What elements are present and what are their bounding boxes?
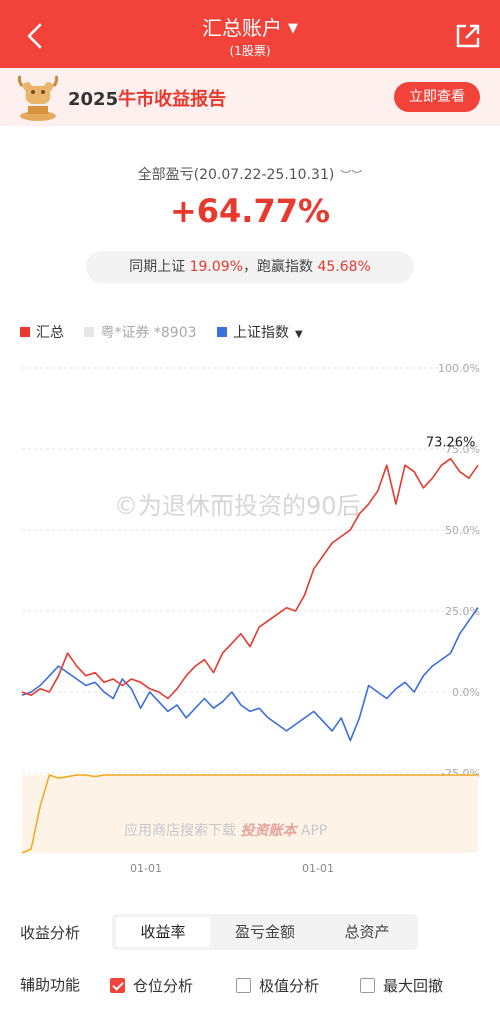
legend-item-account[interactable]: 粤*证券 *8903 (84, 322, 197, 342)
x-tick-label: 01-01 (130, 862, 162, 875)
legend-label: 汇总 (36, 325, 64, 341)
legend-swatch (217, 327, 227, 337)
total-pl-period: 全部盈亏(20.07.22-25.10.31) (137, 167, 335, 183)
compare-prefix: 同期上证 (129, 259, 186, 275)
banner-text: 牛市收益报告 (118, 89, 227, 110)
app-watermark-prefix: 应用商店搜索下载 (124, 823, 236, 839)
dropdown-caret-icon: ▼ (295, 329, 303, 340)
y-tick-label: 100.0% (438, 362, 480, 375)
y-tick-label: 25.0% (445, 605, 480, 618)
x-tick-label: 01-01 (302, 862, 334, 875)
legend-item-total[interactable]: 汇总 (20, 322, 64, 342)
y-tick-label: 50.0% (445, 524, 480, 537)
beat-index-value: 45.68% (317, 259, 371, 275)
checkbox-unchecked (360, 978, 375, 993)
checkbox-label: 仓位分析 (133, 977, 194, 995)
author-watermark: ©为退休而投资的90后 (114, 492, 361, 520)
max-drawdown-checkbox[interactable]: 最大回撤 (360, 975, 443, 996)
checkbox-checked (110, 978, 125, 993)
account-subtitle: (1股票) (229, 44, 271, 58)
sh-index-value: 19.09% (189, 259, 243, 275)
legend-label: 上证指数 (233, 325, 289, 341)
comparison-pill: 同期上证 19.09%，跑赢指数 45.68% (86, 251, 414, 283)
tab-return-rate[interactable]: 收益率 (116, 917, 210, 947)
bull-trophy-icon (17, 75, 59, 121)
legend-label: 粤*证券 *8903 (100, 325, 197, 341)
app-watermark: 应用商店搜索下载 投资账本 APP (124, 820, 327, 840)
analysis-tabs: 收益率 盈亏金额 总资产 (112, 914, 418, 950)
position-analysis-checkbox[interactable]: 仓位分析 (110, 975, 193, 996)
peak-annotation: 73.26% (426, 436, 476, 451)
total-return-line (21, 457, 479, 700)
banner-year: 2025 (68, 89, 119, 110)
y-tick-label: 0.0% (452, 686, 480, 699)
legend-swatch (84, 327, 95, 337)
back-arrow-icon[interactable] (22, 22, 50, 50)
legend-swatch (20, 327, 30, 337)
checkbox-label: 极值分析 (259, 977, 320, 995)
hide-eye-icon[interactable]: ︶︶ (340, 169, 363, 182)
banner-title: 2025牛市收益报告 (68, 85, 226, 111)
aux-label: 辅助功能 (20, 976, 81, 994)
return-chart[interactable]: 100.0%75.0%50.0%25.0%0.0%-25.0%73.26% (0, 355, 500, 885)
account-title-text: 汇总账户 (202, 16, 282, 40)
share-icon[interactable] (454, 22, 482, 50)
total-pl-value: +64.77% (169, 192, 331, 230)
position-line (21, 774, 478, 854)
account-title[interactable]: 汇总账户 ▼ (0, 12, 500, 41)
tab-pl-amount[interactable]: 盈亏金额 (234, 923, 295, 941)
chart-legend: 汇总 粤*证券 *8903 上证指数 ▼ (20, 322, 319, 342)
checkbox-label: 最大回撤 (383, 977, 444, 995)
view-now-button[interactable]: 立即查看 (394, 82, 480, 112)
compare-mid: ，跑赢指数 (243, 259, 313, 275)
dropdown-caret-icon: ▼ (288, 21, 298, 36)
y-tick-label: 75.0% (445, 443, 480, 456)
bull-report-banner[interactable]: 2025牛市收益报告 立即查看 (0, 68, 500, 126)
app-header: 汇总账户 ▼ (1股票) (0, 0, 500, 68)
legend-item-sh-index[interactable]: 上证指数 ▼ (217, 322, 303, 342)
sh-index-line (21, 607, 479, 742)
checkbox-unchecked (236, 978, 251, 993)
app-watermark-suffix: APP (300, 823, 328, 839)
position-area-bg (22, 775, 478, 853)
tab-total-assets[interactable]: 总资产 (344, 923, 390, 941)
app-watermark-brand: 投资账本 (240, 823, 297, 839)
total-pl-label: 全部盈亏(20.07.22-25.10.31) ︶︶ (0, 164, 500, 184)
extreme-analysis-checkbox[interactable]: 极值分析 (236, 975, 319, 996)
analysis-label: 收益分析 (20, 924, 81, 942)
